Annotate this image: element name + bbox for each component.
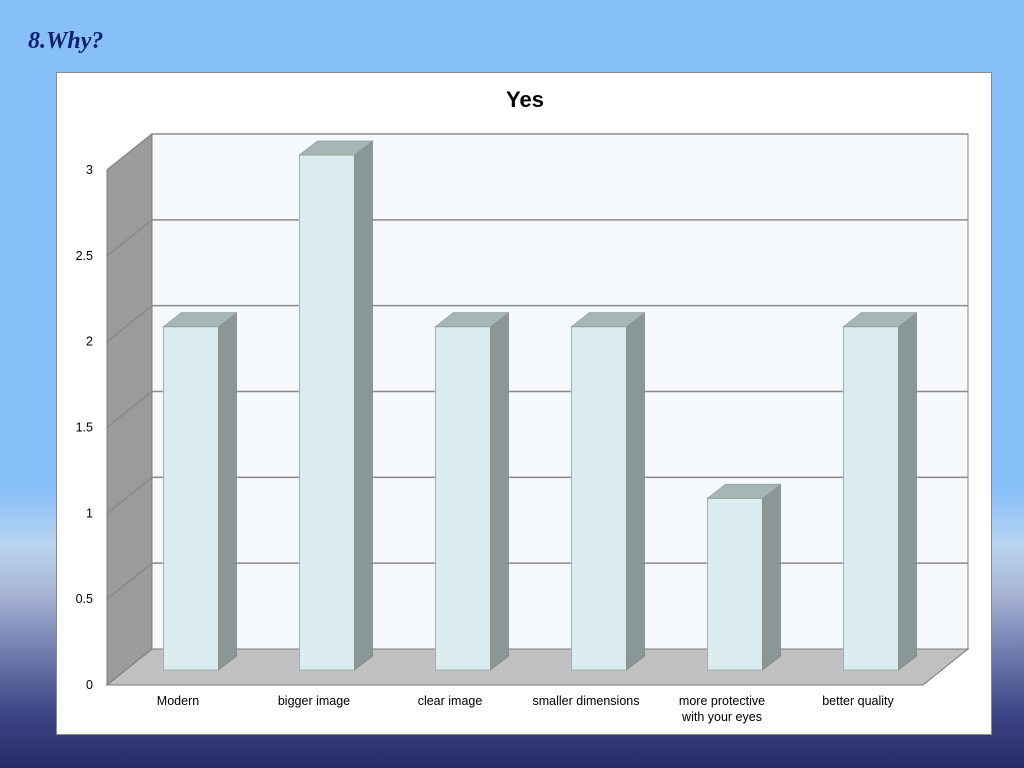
x-axis: Modern bigger image clear image smaller dim… bbox=[157, 694, 895, 724]
x-tick-label-line: more protective bbox=[679, 694, 765, 708]
x-tick-label-line: Modern bbox=[157, 694, 199, 708]
bar-top bbox=[162, 312, 238, 328]
gridline bbox=[106, 476, 968, 514]
chart-title: Yes bbox=[506, 87, 544, 112]
y-tick-label: 2 bbox=[86, 335, 93, 349]
bars bbox=[162, 140, 918, 671]
y-tick-label: 0 bbox=[86, 678, 93, 692]
bar-front bbox=[571, 326, 627, 671]
bar-side bbox=[218, 311, 237, 671]
gridlines bbox=[106, 133, 968, 600]
bar bbox=[298, 140, 374, 671]
bar-side bbox=[490, 311, 509, 671]
y-tick-label: 0.5 bbox=[76, 592, 93, 606]
bar-top bbox=[570, 312, 646, 328]
bar-side bbox=[626, 311, 645, 671]
x-tick-label: smaller dimensions bbox=[533, 694, 640, 708]
x-tick-label-line: bigger image bbox=[278, 694, 350, 708]
x-tick-label-line: smaller dimensions bbox=[533, 694, 640, 708]
bar-front bbox=[707, 497, 763, 671]
bar-front bbox=[299, 154, 355, 671]
bar-front bbox=[843, 326, 899, 671]
bar bbox=[842, 311, 918, 671]
x-tick-label-line: clear image bbox=[418, 694, 483, 708]
gridline bbox=[106, 219, 968, 257]
x-tick-label: Modern bbox=[157, 694, 199, 708]
bar bbox=[434, 311, 510, 671]
bar-top bbox=[842, 312, 918, 328]
slide-heading: 8.Why? bbox=[28, 28, 104, 54]
x-tick-label: bigger image bbox=[278, 694, 350, 708]
chart-panel: Yes 0 0.5 1 1.5 2 2.5 3 Modern bigger image clea… bbox=[56, 72, 992, 735]
x-tick-label: more protective with your eyes bbox=[679, 694, 765, 724]
x-tick-label: clear image bbox=[418, 694, 483, 708]
bar bbox=[570, 311, 646, 671]
bar-side bbox=[354, 140, 373, 671]
gridline bbox=[106, 304, 968, 343]
bar-top bbox=[298, 140, 374, 156]
y-tick-label: 1 bbox=[86, 506, 93, 520]
bar bbox=[162, 311, 238, 671]
bar-top bbox=[706, 483, 782, 499]
gridline bbox=[106, 133, 968, 171]
bar-side bbox=[762, 483, 781, 671]
bar-chart: Yes 0 0.5 1 1.5 2 2.5 3 Modern bigger image clea… bbox=[76, 87, 970, 724]
bar-front bbox=[163, 326, 219, 671]
bar-top bbox=[434, 312, 510, 328]
bar bbox=[706, 483, 782, 671]
y-tick-label: 1.5 bbox=[76, 421, 93, 435]
gridline bbox=[106, 562, 968, 600]
bar-front bbox=[435, 326, 491, 671]
y-tick-label: 3 bbox=[86, 163, 93, 177]
x-tick-label: better quality bbox=[822, 694, 894, 708]
gridline bbox=[106, 390, 968, 429]
bar-side bbox=[898, 311, 917, 671]
x-tick-label-line: with your eyes bbox=[681, 710, 762, 724]
y-axis: 0 0.5 1 1.5 2 2.5 3 bbox=[76, 163, 108, 692]
x-tick-label-line: better quality bbox=[822, 694, 894, 708]
y-tick-label: 2.5 bbox=[76, 249, 93, 263]
